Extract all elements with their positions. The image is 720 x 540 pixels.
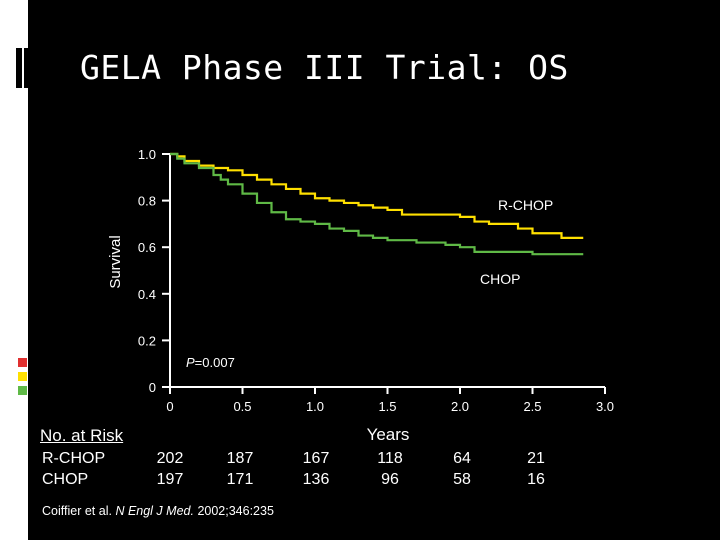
risk-value: 202 [156, 450, 184, 467]
citation-ref: 2002;346:235 [197, 504, 274, 518]
left-decorative-line [22, 48, 24, 88]
x-tick-label: 0 [166, 399, 173, 414]
x-tick-label: 2.0 [451, 399, 469, 414]
risk-value: 171 [226, 471, 254, 488]
risk-value: 96 [381, 471, 399, 488]
slide-title: GELA Phase III Trial: OS [80, 48, 569, 87]
chart-labels: Survival Years R-CHOP CHOP P=0.007 [107, 197, 553, 444]
x-tick-label: 3.0 [596, 399, 614, 414]
y-tick-label: 0.4 [138, 287, 156, 302]
p-value-letter: P [186, 355, 195, 370]
risk-value: 118 [377, 450, 403, 467]
p-value-annotation: P=0.007 [186, 355, 235, 370]
p-value-number: =0.007 [195, 355, 235, 370]
risk-value: 187 [226, 450, 254, 467]
decorative-square-green [18, 386, 27, 395]
risk-value: 64 [453, 450, 471, 467]
risk-value: 21 [527, 450, 545, 467]
chart-axes [169, 154, 605, 388]
risk-table-header: No. at Risk [40, 426, 124, 445]
y-tick-label: 0.6 [138, 240, 156, 255]
y-tick-label: 0.8 [138, 194, 156, 209]
series-line-rchop [170, 152, 584, 239]
citation: Coiffier et al. N Engl J Med. 2002;346:2… [42, 504, 274, 518]
risk-value: 16 [527, 471, 545, 488]
chart-curves [170, 152, 584, 256]
y-tick-label: 0.2 [138, 333, 156, 348]
left-decorative-strip [0, 0, 28, 540]
x-tick-label: 0.5 [233, 399, 251, 414]
y-axis-label: Survival [107, 235, 124, 288]
risk-row-label-rchop: R-CHOP [42, 450, 106, 467]
citation-journal: N Engl J Med. [115, 504, 194, 518]
y-tick-label: 0 [149, 380, 156, 395]
risk-row-label-chop: CHOP [42, 471, 89, 488]
x-axis-label: Years [367, 425, 410, 444]
citation-authors: Coiffier et al. [42, 504, 112, 518]
x-tick-label: 1.5 [378, 399, 396, 414]
x-tick-label: 1.0 [306, 399, 324, 414]
series-label-rchop: R-CHOP [498, 197, 553, 213]
series-label-chop: CHOP [480, 271, 520, 287]
decorative-square-yellow [18, 372, 27, 381]
chart-ticks: 0 0.2 0.4 0.6 0.8 1.0 0 0.5 1.0 1.5 2.0 2.5 3.0 [138, 147, 614, 414]
risk-value: 197 [156, 471, 184, 488]
series-line-chop [170, 152, 584, 256]
risk-value: 167 [302, 450, 330, 467]
decorative-square-red [18, 358, 27, 367]
y-tick-label: 1.0 [138, 147, 156, 162]
x-tick-label: 2.5 [523, 399, 541, 414]
risk-value: 136 [302, 471, 330, 488]
risk-value: 58 [453, 471, 471, 488]
